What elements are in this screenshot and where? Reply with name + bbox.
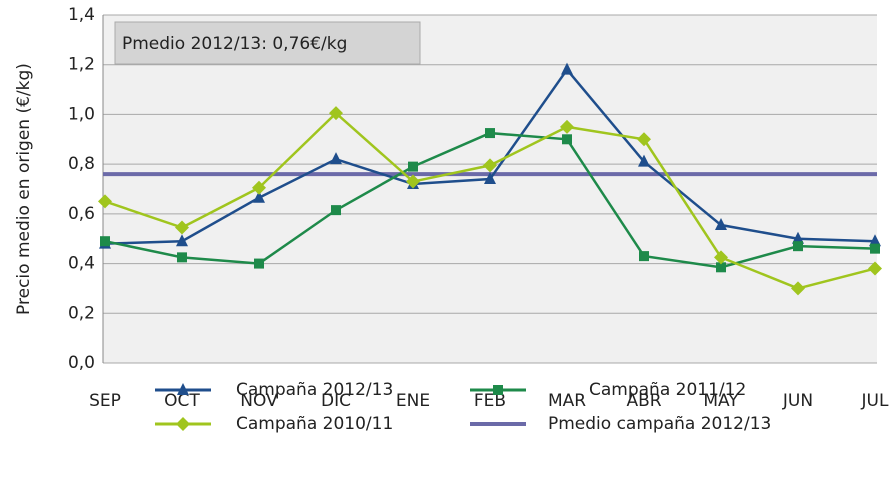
x-tick-label: DIC bbox=[321, 391, 351, 411]
marker bbox=[792, 231, 804, 244]
y-axis-label: Precio medio en origen (€/kg) bbox=[14, 63, 34, 315]
marker bbox=[791, 281, 805, 296]
y-tick-label: 0,4 bbox=[68, 254, 95, 274]
marker bbox=[252, 180, 266, 195]
x-tick-label: MAY bbox=[703, 391, 739, 411]
x-tick-label: NOV bbox=[240, 391, 278, 411]
x-tick-label: ENE bbox=[396, 391, 430, 411]
x-tick-label: OCT bbox=[164, 391, 200, 411]
marker bbox=[331, 205, 341, 216]
marker bbox=[793, 241, 803, 252]
plot-area bbox=[103, 15, 877, 363]
x-tick-label: JUN bbox=[782, 391, 813, 411]
marker bbox=[637, 132, 651, 147]
marker bbox=[408, 161, 418, 172]
marker bbox=[484, 172, 496, 185]
marker bbox=[561, 62, 573, 75]
x-tick-label: FEB bbox=[474, 391, 506, 411]
marker bbox=[254, 258, 264, 269]
legend-label: Campaña 2011/12 bbox=[589, 380, 746, 400]
marker bbox=[483, 158, 497, 173]
y-tick-label: 1,2 bbox=[68, 55, 95, 75]
legend-label: Campaña 2010/11 bbox=[236, 414, 393, 434]
legend-label: Campaña 2012/13 bbox=[236, 380, 393, 400]
marker bbox=[562, 134, 572, 145]
marker bbox=[253, 190, 265, 203]
marker bbox=[175, 220, 189, 235]
x-tick-label: ABR bbox=[626, 391, 661, 411]
x-tick-label: MAR bbox=[548, 391, 586, 411]
marker bbox=[869, 234, 881, 247]
marker bbox=[98, 194, 112, 209]
marker bbox=[176, 417, 190, 431]
marker bbox=[715, 218, 727, 231]
marker bbox=[330, 152, 342, 165]
y-tick-label: 1,0 bbox=[68, 104, 95, 124]
marker bbox=[638, 154, 650, 167]
y-tick-label: 0,8 bbox=[68, 154, 95, 174]
marker bbox=[329, 106, 343, 121]
annotation-box bbox=[114, 21, 421, 65]
marker bbox=[177, 252, 187, 263]
y-tick-label: 0,6 bbox=[68, 204, 95, 224]
legend-label: Pmedio campaña 2012/13 bbox=[548, 414, 771, 434]
x-tick-label: JUL bbox=[861, 391, 889, 411]
marker bbox=[870, 243, 880, 254]
y-tick-label: 0,2 bbox=[68, 303, 95, 323]
marker bbox=[493, 385, 503, 395]
marker bbox=[485, 128, 495, 139]
marker bbox=[639, 251, 649, 262]
marker bbox=[176, 234, 188, 247]
marker bbox=[868, 261, 882, 276]
marker bbox=[560, 119, 574, 134]
marker bbox=[716, 262, 726, 273]
marker bbox=[177, 383, 189, 395]
marker bbox=[100, 236, 110, 247]
marker bbox=[406, 174, 420, 189]
y-tick-label: 0,0 bbox=[68, 353, 95, 373]
annotation: Pmedio 2012/13: 0,76€/kg bbox=[122, 34, 347, 54]
marker bbox=[714, 250, 728, 265]
x-tick-label: SEP bbox=[89, 391, 121, 411]
y-tick-label: 1,4 bbox=[68, 5, 95, 25]
